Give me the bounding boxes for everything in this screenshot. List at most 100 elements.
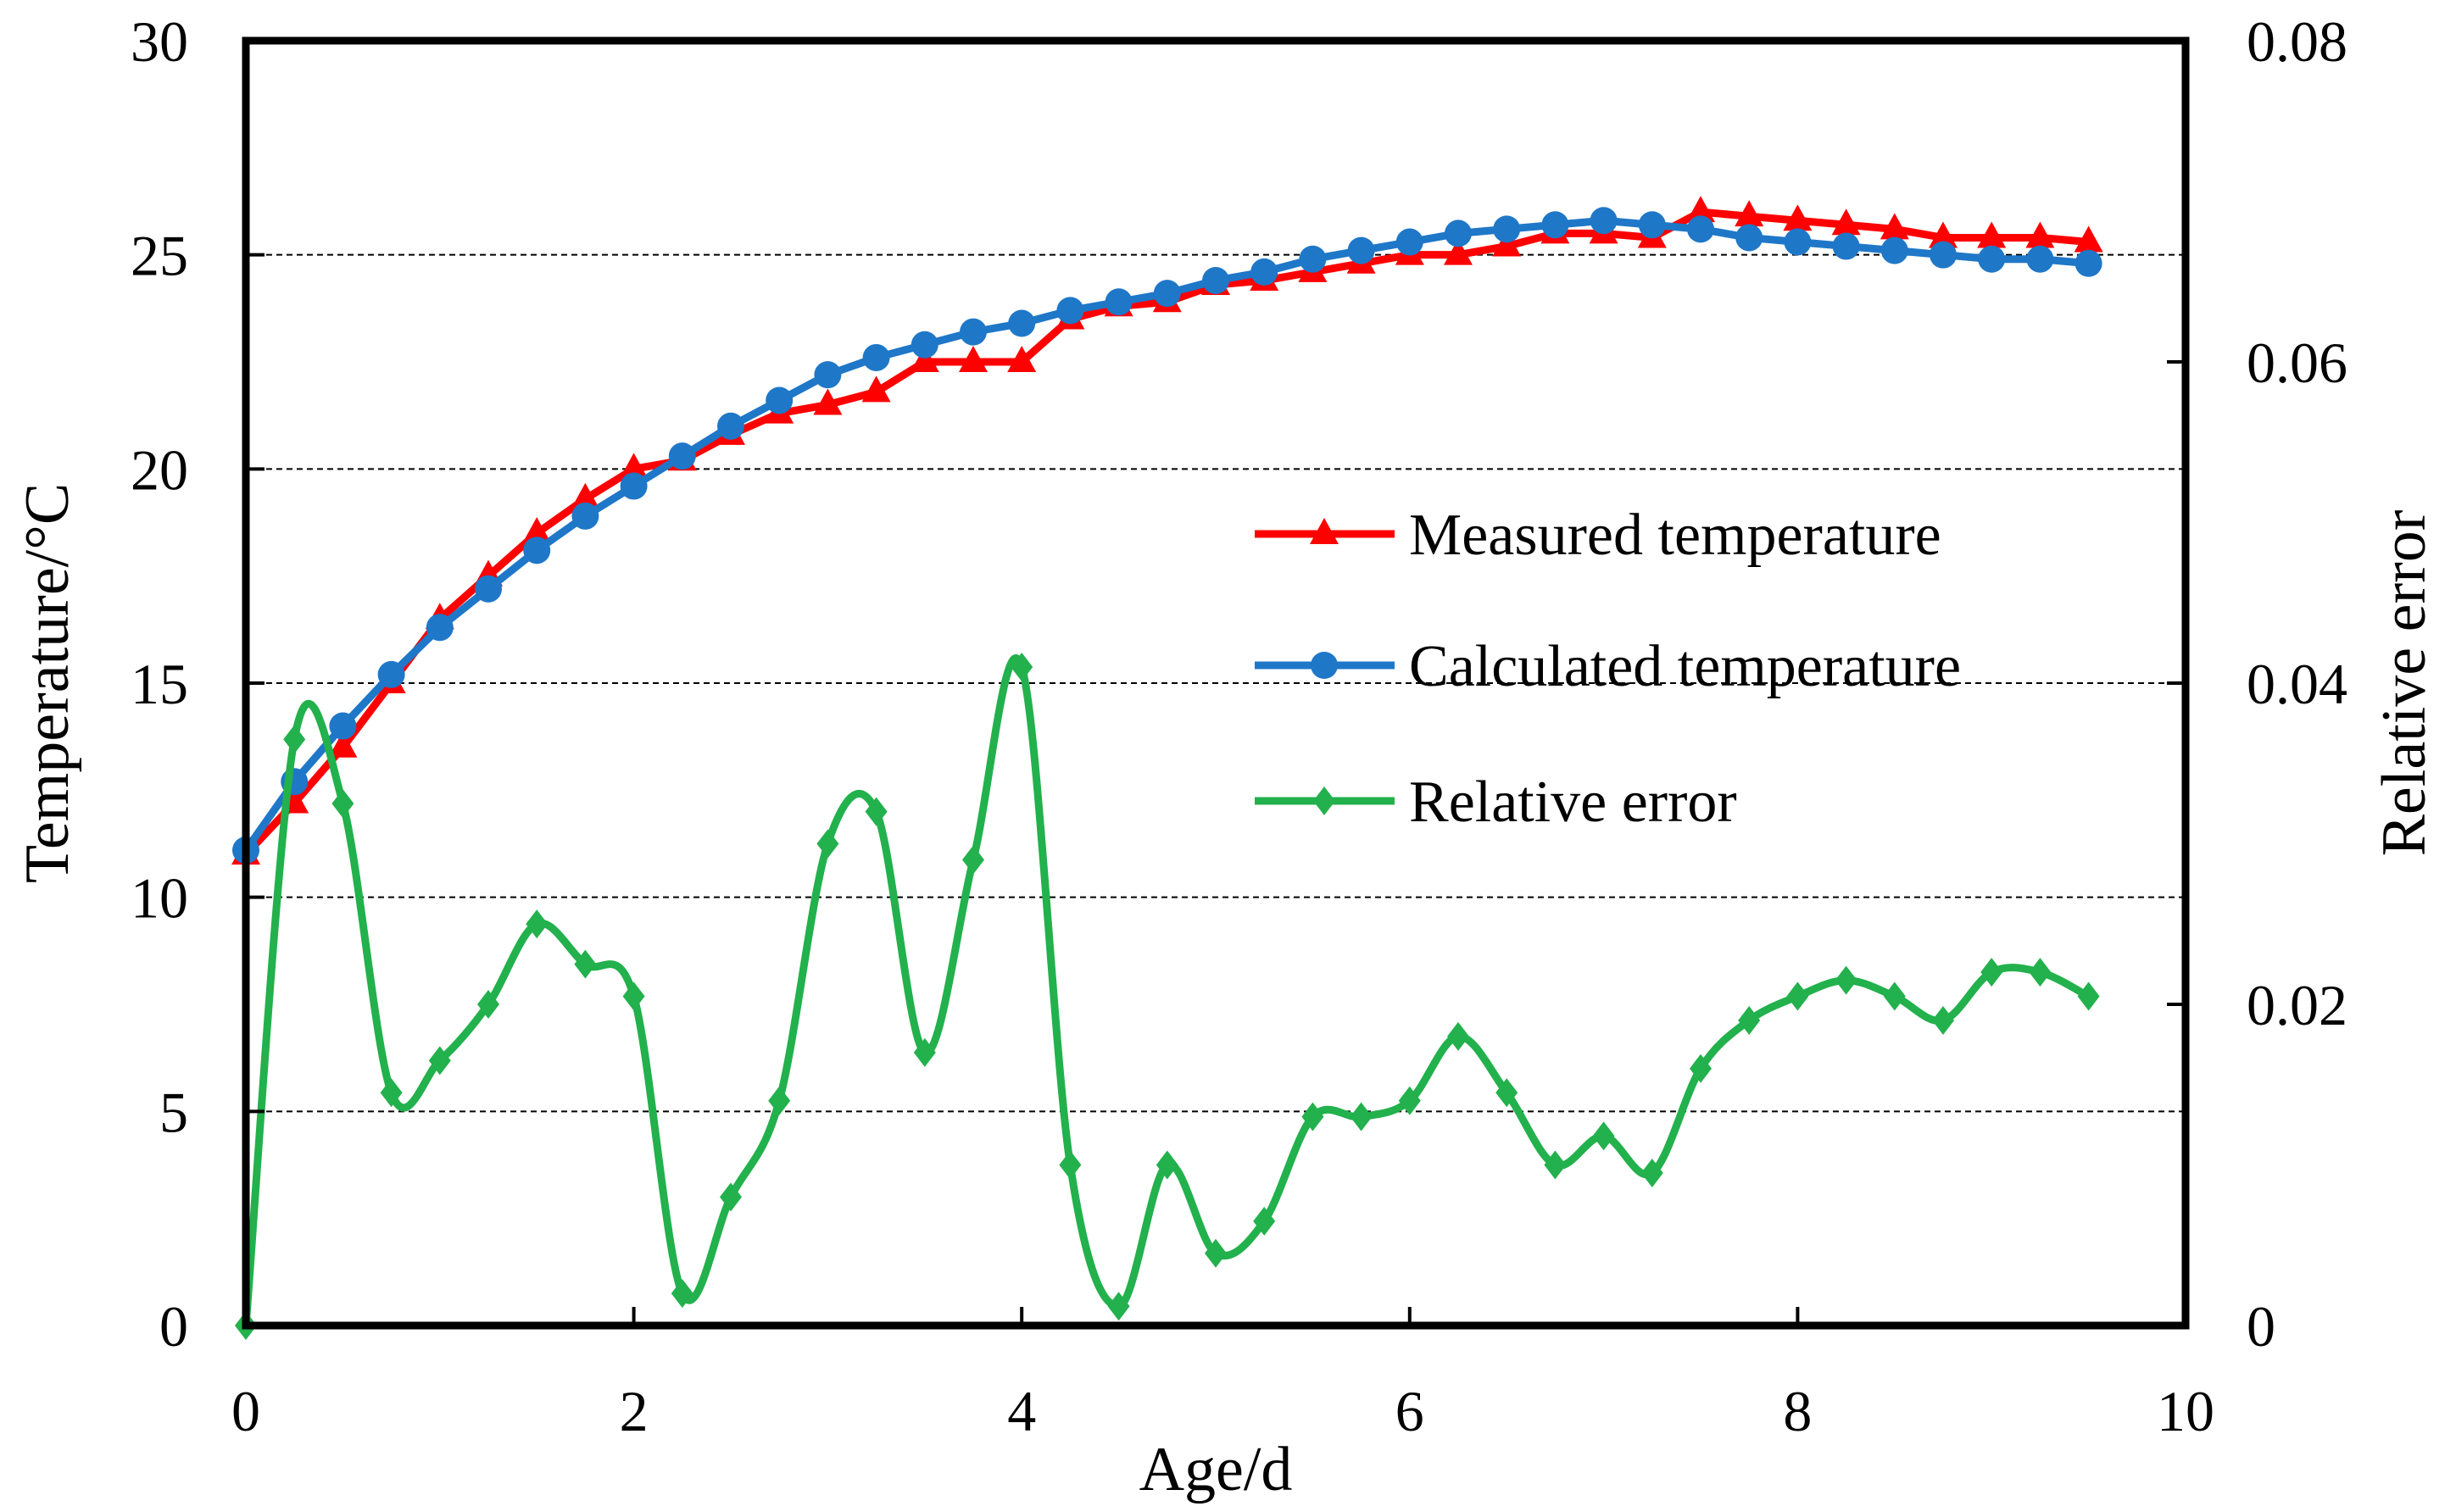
data-point-measured-temperature-16	[1007, 346, 1037, 372]
data-point-calculated-temperature-10	[717, 412, 744, 440]
data-point-relative-error-28	[1592, 1121, 1615, 1151]
y-tick-label-20: 20	[131, 437, 188, 502]
data-point-measured-temperature-34	[1880, 213, 1909, 240]
data-point-calculated-temperature-3	[377, 660, 405, 688]
series-relative-error	[235, 653, 2100, 1340]
data-point-measured-temperature-15	[959, 346, 988, 372]
data-point-relative-error-36	[1980, 958, 2003, 987]
data-point-relative-error-6	[526, 909, 549, 939]
data-point-relative-error-22	[1301, 1102, 1324, 1131]
data-point-calculated-temperature-30	[1687, 215, 1714, 243]
data-point-measured-temperature-36	[1977, 221, 2007, 248]
data-point-measured-temperature-35	[1929, 221, 1958, 248]
gridlines	[246, 253, 2186, 1113]
data-point-calculated-temperature-29	[1638, 211, 1666, 239]
data-point-relative-error-14	[913, 1037, 936, 1067]
data-point-relative-error-24	[1398, 1086, 1421, 1115]
data-point-measured-temperature-25	[1444, 238, 1473, 265]
y-tick-label-25: 25	[131, 224, 188, 288]
y-tick-label-15: 15	[131, 652, 188, 716]
data-point-calculated-temperature-28	[1590, 207, 1618, 235]
data-point-relative-error-37	[2029, 958, 2052, 987]
data-point-calculated-temperature-22	[1299, 245, 1327, 273]
x-axis-title: Age/d	[1139, 1435, 1293, 1504]
data-point-relative-error-27	[1544, 1150, 1567, 1180]
y2-tick-label-0: 0	[2247, 1294, 2275, 1359]
data-point-calculated-temperature-38	[2075, 249, 2102, 277]
y2-axis-title: Relative error	[2370, 510, 2439, 857]
data-point-relative-error-29	[1640, 1158, 1663, 1187]
x-tick-label-2: 2	[620, 1379, 649, 1443]
data-point-calculated-temperature-4	[426, 614, 454, 642]
legend: Measured temperature Calculated temperatu…	[1255, 503, 1961, 835]
series-calculated-temperature	[232, 207, 2102, 864]
data-point-relative-error-32	[1786, 981, 1809, 1011]
legend-label-calculated-temperature: Calculated temperature	[1409, 634, 1961, 699]
data-point-relative-error-2	[331, 789, 354, 819]
data-point-measured-temperature-12	[813, 388, 843, 415]
y2-tick-label-0.02: 0.02	[2247, 973, 2347, 1037]
data-point-measured-temperature-33	[1831, 208, 1861, 236]
data-point-calculated-temperature-20	[1202, 266, 1229, 294]
series-layer	[231, 196, 2103, 1340]
data-point-measured-temperature-2	[328, 731, 358, 758]
data-point-measured-temperature-8	[619, 453, 649, 480]
data-point-relative-error-16	[1011, 653, 1033, 682]
x-tick-label-8: 8	[1783, 1379, 1812, 1443]
data-point-calculated-temperature-23	[1347, 236, 1375, 264]
y2-tick-label-0.06: 0.06	[2247, 331, 2347, 395]
data-point-calculated-temperature-25	[1445, 220, 1472, 247]
legend-marker-calculated-temperature	[1311, 652, 1338, 679]
data-point-calculated-temperature-19	[1153, 280, 1181, 308]
data-point-relative-error-17	[1059, 1150, 1082, 1180]
y-tick-label-30: 30	[131, 9, 188, 74]
data-point-measured-temperature-26	[1492, 230, 1522, 257]
data-point-relative-error-12	[816, 829, 839, 859]
y-tick-label-0: 0	[159, 1294, 188, 1359]
data-point-relative-error-9	[671, 1279, 693, 1309]
data-point-calculated-temperature-11	[766, 386, 794, 414]
data-point-relative-error-3	[380, 1078, 403, 1108]
data-point-relative-error-18	[1107, 1292, 1130, 1321]
legend-label-relative-error: Relative error	[1409, 770, 1737, 835]
data-point-measured-temperature-32	[1783, 204, 1813, 231]
data-point-calculated-temperature-37	[2026, 245, 2054, 273]
y2-tick-label-0.04: 0.04	[2247, 652, 2347, 716]
data-point-calculated-temperature-2	[329, 712, 357, 740]
x-tick-label-10: 10	[2157, 1379, 2214, 1443]
data-point-calculated-temperature-9	[668, 442, 696, 470]
data-point-relative-error-23	[1350, 1102, 1373, 1131]
legend-marker-measured-temperature	[1310, 518, 1339, 544]
x-tick-label-4: 4	[1007, 1379, 1036, 1443]
data-point-relative-error-7	[574, 949, 597, 979]
data-point-relative-error-5	[477, 990, 499, 1019]
axis-ticks: 0 2 4 6 8 10 0 5 10 15 20 25 30 0 0.02 0.04 0.06 0.08	[131, 9, 2347, 1443]
data-point-relative-error-11	[768, 1086, 791, 1115]
data-point-relative-error-1	[283, 725, 306, 754]
data-point-calculated-temperature-24	[1395, 228, 1423, 256]
data-point-relative-error-21	[1253, 1206, 1276, 1236]
data-point-relative-error-19	[1156, 1150, 1178, 1180]
data-point-relative-error-8	[622, 981, 645, 1011]
data-point-relative-error-35	[1932, 1005, 1954, 1035]
data-point-relative-error-4	[428, 1046, 451, 1076]
data-point-calculated-temperature-33	[1832, 232, 1860, 260]
data-point-calculated-temperature-34	[1880, 236, 1908, 264]
data-point-calculated-temperature-5	[475, 575, 502, 603]
y-axis-title: Temperature/°C	[13, 483, 82, 883]
data-point-measured-temperature-6	[522, 517, 552, 544]
y-tick-label-10: 10	[131, 866, 188, 931]
y-tick-label-5: 5	[159, 1080, 188, 1144]
data-point-measured-temperature-30	[1686, 196, 1715, 223]
data-point-calculated-temperature-27	[1541, 211, 1569, 239]
data-point-calculated-temperature-26	[1493, 215, 1521, 243]
y2-tick-label-0.08: 0.08	[2247, 9, 2347, 74]
data-point-measured-temperature-13	[861, 375, 891, 403]
data-point-relative-error-34	[1883, 981, 1906, 1011]
data-point-measured-temperature-31	[1735, 200, 1764, 227]
data-point-relative-error-25	[1447, 1021, 1469, 1051]
data-point-measured-temperature-7	[571, 482, 600, 509]
data-point-measured-temperature-38	[2074, 225, 2103, 253]
data-point-calculated-temperature-17	[1056, 297, 1084, 325]
